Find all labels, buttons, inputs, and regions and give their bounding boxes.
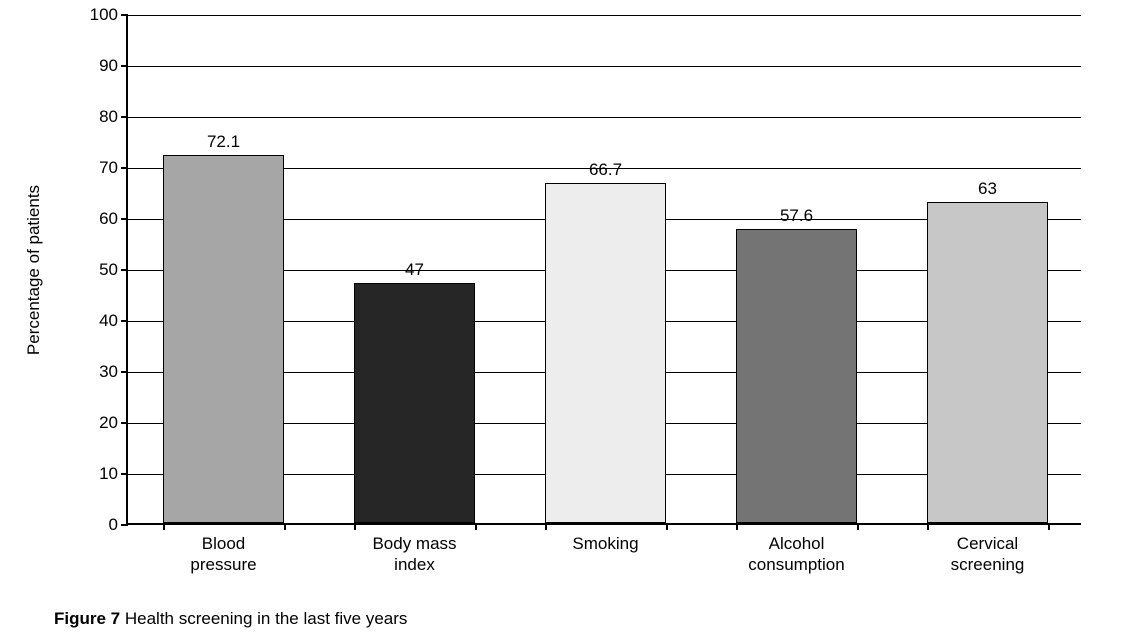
y-tick-label: 90 [99, 56, 128, 76]
x-tick-mark [354, 523, 356, 530]
x-tick-mark [284, 523, 286, 530]
y-tick-label: 40 [99, 311, 128, 331]
y-tick-label: 30 [99, 362, 128, 382]
category-label: Blood pressure [190, 523, 256, 576]
x-tick-mark [927, 523, 929, 530]
bar: 63 [927, 202, 1047, 523]
x-tick-mark [1048, 523, 1050, 530]
gridline [128, 117, 1081, 118]
x-tick-mark [545, 523, 547, 530]
bar: 57.6 [736, 229, 856, 523]
y-axis-label: Percentage of patients [24, 185, 44, 355]
figure-caption-text: Health screening in the last five years [125, 609, 408, 628]
x-tick-mark [163, 523, 165, 530]
y-tick-label: 70 [99, 158, 128, 178]
bar: 47 [354, 283, 474, 523]
x-tick-mark [475, 523, 477, 530]
chart-plot-area: 010203040506070809010072.1Blood pressure… [126, 15, 1081, 525]
bar-value-label: 57.6 [780, 206, 813, 230]
category-label: Cervical screening [951, 523, 1025, 576]
bar-value-label: 63 [978, 179, 997, 203]
x-tick-mark [857, 523, 859, 530]
y-tick-label: 50 [99, 260, 128, 280]
figure-caption: Figure 7 Health screening in the last fi… [54, 609, 407, 629]
bar-value-label: 72.1 [207, 132, 240, 156]
bar: 72.1 [163, 155, 283, 523]
figure-container: 010203040506070809010072.1Blood pressure… [0, 0, 1131, 641]
y-tick-label: 20 [99, 413, 128, 433]
x-tick-mark [736, 523, 738, 530]
y-tick-label: 60 [99, 209, 128, 229]
figure-number: Figure 7 [54, 609, 120, 628]
bar: 66.7 [545, 183, 665, 523]
bar-value-label: 47 [405, 260, 424, 284]
category-label: Alcohol consumption [748, 523, 844, 576]
category-label: Body mass index [372, 523, 456, 576]
y-tick-label: 10 [99, 464, 128, 484]
y-tick-label: 80 [99, 107, 128, 127]
x-tick-mark [666, 523, 668, 530]
gridline [128, 66, 1081, 67]
y-tick-label: 100 [90, 5, 128, 25]
category-label: Smoking [572, 523, 638, 554]
gridline [128, 15, 1081, 16]
bar-value-label: 66.7 [589, 160, 622, 184]
y-tick-label: 0 [109, 515, 128, 535]
